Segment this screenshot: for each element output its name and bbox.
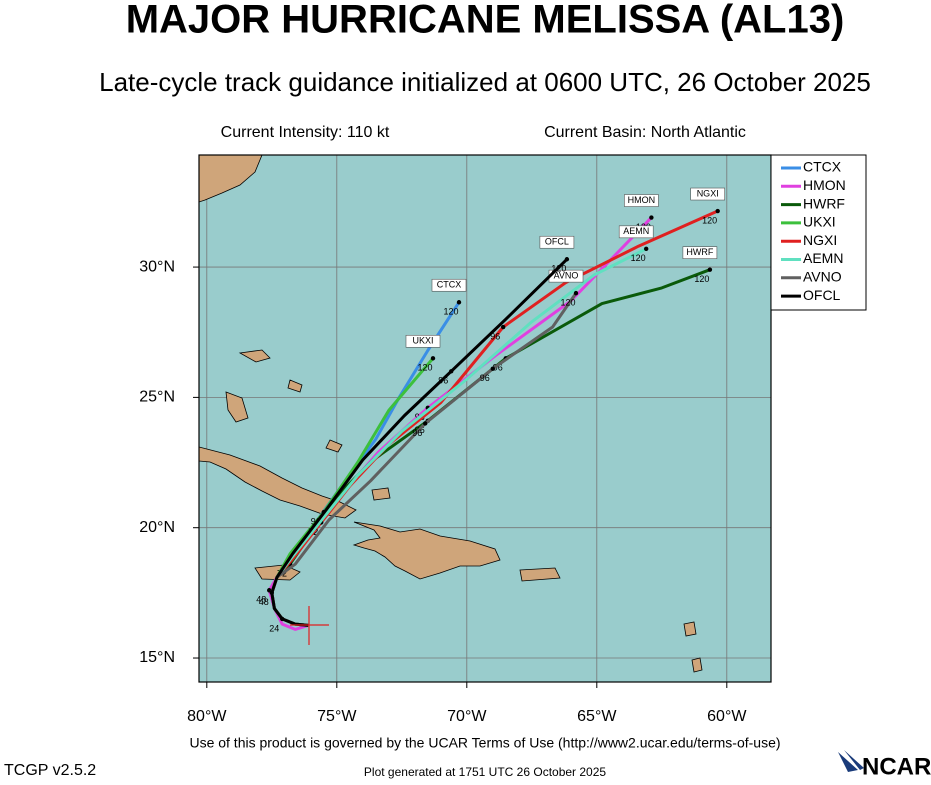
legend-label: HWRF bbox=[803, 195, 845, 211]
x-tick-label: 65°W bbox=[577, 708, 617, 725]
title: MAJOR HURRICANE MELISSA (AL13) bbox=[126, 0, 845, 42]
track-tag-box bbox=[405, 334, 441, 348]
legend-label: UKXI bbox=[803, 214, 836, 230]
track-tag: HMON bbox=[628, 195, 656, 205]
y-tick-label: 20°N bbox=[139, 519, 175, 536]
track-tag-box bbox=[624, 194, 659, 207]
hour-label: 120 bbox=[702, 215, 717, 225]
legend-label: AEMN bbox=[803, 250, 843, 266]
track-point bbox=[707, 267, 713, 272]
track-point bbox=[456, 300, 462, 305]
track-tag-box bbox=[682, 246, 718, 259]
hour-label: 96 bbox=[490, 331, 500, 341]
track-point bbox=[430, 356, 436, 361]
track-tag: HWRF bbox=[686, 247, 713, 257]
hour-label: 120 bbox=[443, 307, 458, 317]
track-point bbox=[423, 421, 428, 426]
track-point bbox=[644, 246, 649, 252]
hour-label: 120 bbox=[694, 274, 709, 284]
basin: Current Basin: North Atlantic bbox=[544, 124, 746, 141]
bahamas-north bbox=[238, 349, 271, 363]
track-tag-box bbox=[618, 225, 654, 239]
axes: 80°W 75°W 70°W 65°W 60°W 15°N 20°N 25°N 30°N bbox=[139, 258, 747, 725]
bahamas-east bbox=[287, 379, 303, 393]
hour-label: 120 bbox=[417, 363, 432, 373]
legend-label: OFCL bbox=[803, 287, 841, 303]
grid bbox=[199, 155, 771, 682]
logo: NCAR bbox=[838, 750, 931, 780]
hour-label: 120 bbox=[560, 298, 575, 308]
track-point bbox=[490, 366, 495, 371]
legend-label: HMON bbox=[803, 177, 846, 193]
track-point bbox=[564, 257, 570, 262]
track-tag: AEMN bbox=[623, 226, 649, 236]
ocean bbox=[199, 155, 771, 682]
generated: Plot generated at 1751 UTC 26 October 20… bbox=[364, 765, 606, 779]
track-tag: CTCX bbox=[437, 280, 462, 290]
hispaniola bbox=[352, 521, 501, 580]
hour-label: 96 bbox=[480, 373, 490, 383]
land bbox=[199, 155, 703, 673]
hour-label: 96 bbox=[493, 363, 503, 373]
y-tick-label: 25°N bbox=[139, 389, 175, 406]
plot-frame bbox=[198, 154, 772, 683]
logo-text: NCAR bbox=[862, 753, 931, 780]
andros bbox=[225, 391, 249, 423]
track-tag: UKXI bbox=[412, 336, 433, 346]
track-point bbox=[501, 324, 506, 330]
legend-label: AVNO bbox=[803, 269, 842, 285]
track-point bbox=[449, 369, 454, 374]
hour-label: 120 bbox=[551, 264, 566, 274]
x-tick-label: 70°W bbox=[447, 708, 487, 725]
track-point bbox=[573, 290, 579, 296]
legend-box bbox=[770, 154, 867, 311]
hour-label: 48 bbox=[259, 597, 269, 607]
track-point bbox=[280, 616, 285, 622]
y-tick-label: 15°N bbox=[139, 649, 175, 666]
legend: CTCX HMON HWRF UKXI NGXI AEMN AVNO OFCL bbox=[781, 159, 846, 303]
track-tag-box bbox=[690, 187, 726, 201]
puerto-rico bbox=[519, 567, 561, 582]
legend-label: CTCX bbox=[803, 159, 842, 175]
track-tag: OFCL bbox=[545, 237, 569, 247]
terms: Use of this product is governed by the U… bbox=[189, 735, 780, 751]
legend-label: NGXI bbox=[803, 232, 837, 248]
track-tag: NGXI bbox=[697, 188, 719, 198]
hour-label: 24 bbox=[269, 623, 279, 633]
track-tag: AVNO bbox=[554, 271, 579, 281]
intensity: Current Intensity: 110 kt bbox=[221, 124, 390, 141]
track-tag-box bbox=[431, 278, 467, 292]
lesser-antilles-south bbox=[691, 657, 703, 673]
logo-mark bbox=[838, 750, 864, 772]
lesser-antilles bbox=[683, 621, 697, 637]
track-point bbox=[715, 208, 720, 214]
north-america bbox=[199, 155, 263, 203]
subtitle: Late-cycle track guidance initialized at… bbox=[99, 67, 871, 97]
track-tag-box bbox=[539, 235, 575, 249]
x-tick-label: 60°W bbox=[707, 708, 747, 725]
bahamas-south bbox=[325, 439, 343, 453]
track-point bbox=[269, 590, 274, 596]
hour-label: 120 bbox=[631, 253, 646, 263]
x-tick-label: 80°W bbox=[187, 708, 227, 725]
hour-label: 96 bbox=[438, 376, 448, 386]
tracks: 120CTCX4896120HMON729696120HWRF96120UKXI… bbox=[256, 187, 726, 633]
track-point bbox=[649, 215, 654, 220]
y-tick-label: 30°N bbox=[139, 258, 175, 275]
turks-caicos bbox=[371, 487, 391, 501]
x-tick-label: 75°W bbox=[317, 708, 357, 725]
version: TCGP v2.5.2 bbox=[4, 762, 96, 779]
hour-label: 48 bbox=[256, 595, 266, 605]
hour-label: 96 bbox=[412, 428, 422, 438]
